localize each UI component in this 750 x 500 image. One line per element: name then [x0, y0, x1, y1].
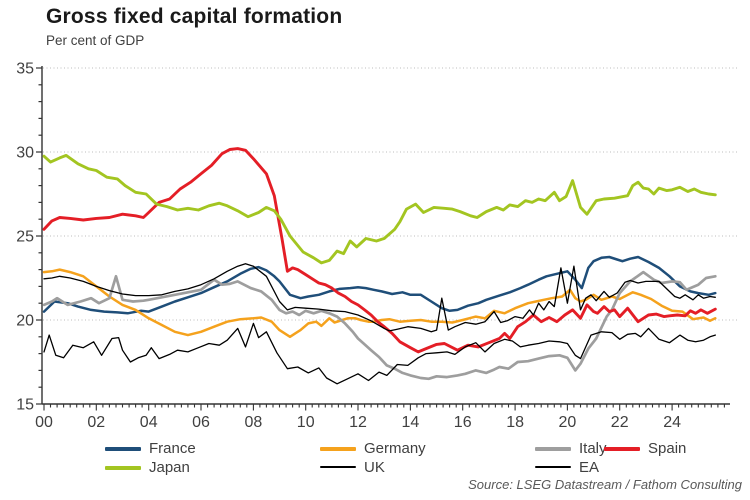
x-tick-label: 10 — [297, 414, 315, 431]
series-france — [42, 255, 717, 315]
x-tick-label: 12 — [349, 414, 367, 431]
y-tick-label: 30 — [16, 145, 34, 162]
x-tick-label: 02 — [87, 414, 105, 431]
y-tick-label: 15 — [16, 397, 34, 414]
legend-swatch-spain-icon — [604, 447, 640, 451]
legend-swatch-germany-icon — [320, 447, 356, 451]
series-japan — [42, 153, 717, 265]
x-tick-label: 20 — [559, 414, 577, 431]
series-germany — [42, 268, 717, 339]
legend-swatch-ea-icon — [535, 466, 571, 468]
x-tick-label: 14 — [402, 414, 420, 431]
legend-label-ea: EA — [579, 459, 600, 476]
legend-label-spain: Spain — [648, 440, 687, 457]
x-tick-label: 22 — [611, 414, 629, 431]
x-tick-label: 00 — [35, 414, 53, 431]
x-tick-label: 06 — [192, 414, 210, 431]
legend-label-germany: Germany — [364, 440, 426, 457]
chart-subtitle: Per cent of GDP — [46, 33, 145, 48]
chart-title: Gross fixed capital formation — [46, 5, 343, 28]
legend-label-france: France — [149, 440, 196, 457]
series-uk — [43, 322, 716, 385]
legend-swatch-france-icon — [105, 447, 141, 451]
legend-swatch-japan-icon — [105, 466, 141, 470]
x-tick-label: 04 — [140, 414, 158, 431]
legend-label-japan: Japan — [149, 459, 190, 476]
series-ea — [43, 263, 716, 333]
legend-label-uk: UK — [364, 459, 385, 476]
legend-label-italy: Italy — [579, 440, 607, 457]
series-spain — [42, 147, 717, 354]
x-tick-label: 24 — [663, 414, 681, 431]
x-tick-label: 08 — [245, 414, 263, 431]
legend-swatch-italy-icon — [535, 447, 571, 451]
x-tick-label: 18 — [506, 414, 524, 431]
y-tick-label: 25 — [16, 229, 34, 246]
series-italy — [42, 270, 717, 381]
x-tick-label: 16 — [454, 414, 472, 431]
legend-swatch-uk-icon — [320, 466, 356, 468]
y-tick-label: 20 — [16, 313, 34, 330]
plot-area: 15 20 25 30 35 00 02 04 06 08 10 12 14 16 18 20 22 24 — [16, 61, 738, 431]
source-note: Source: LSEG Datastream / Fathom Consult… — [468, 477, 742, 492]
y-tick-label: 35 — [16, 61, 34, 78]
